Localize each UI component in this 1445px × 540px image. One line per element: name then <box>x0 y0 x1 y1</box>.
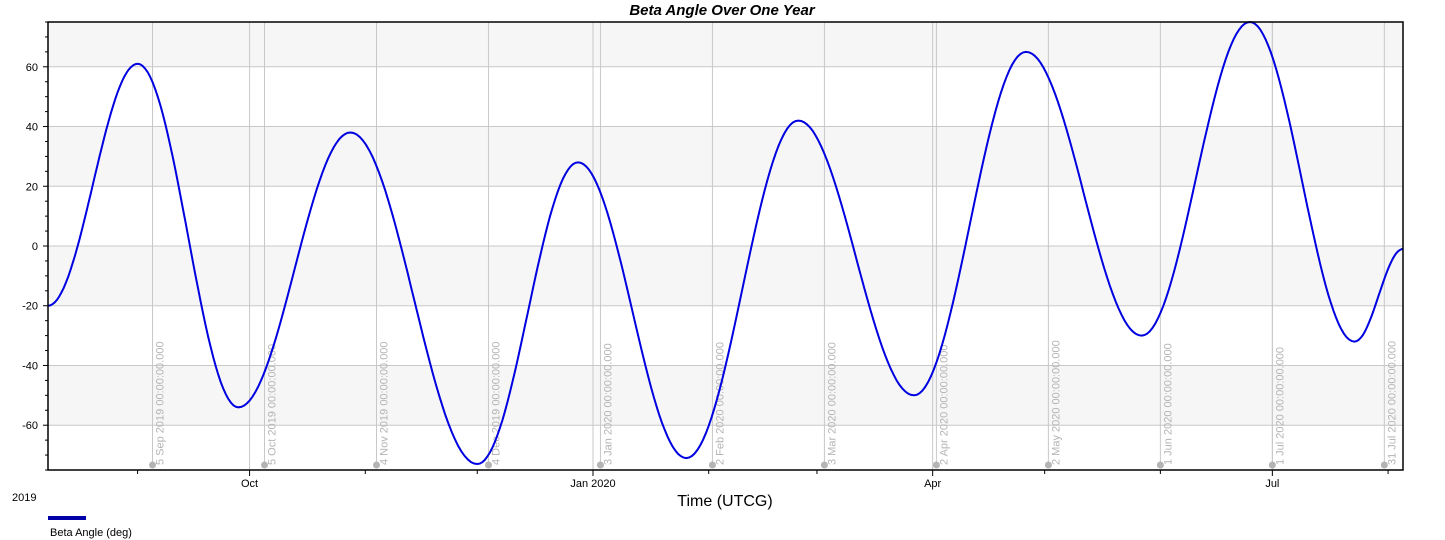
chart-title: Beta Angle Over One Year <box>629 2 816 19</box>
date-marker-dot <box>596 461 604 469</box>
shaded-band <box>48 246 1403 306</box>
date-marker: 31 Jul 2020 00:00:00.000 <box>1380 22 1398 469</box>
date-marker-label: 4 Nov 2019 00:00:00.000 <box>378 341 390 465</box>
shaded-band <box>48 22 1403 67</box>
date-marker: 1 Jun 2020 00:00:00.000 <box>1156 22 1174 469</box>
date-markers: 5 Sep 2019 00:00:00.000 5 Oct 2019 00:00:… <box>149 22 1398 469</box>
y-tick-label: -60 <box>22 420 38 432</box>
date-marker: 3 Mar 2020 00:00:00.000 <box>820 22 838 469</box>
date-marker-dot <box>820 461 828 469</box>
shaded-band <box>48 126 1403 187</box>
legend-swatch <box>48 516 86 520</box>
date-marker-label: 3 Mar 2020 00:00:00.000 <box>826 342 838 465</box>
date-marker-dot <box>484 461 492 469</box>
date-marker-label: 1 Jul 2020 00:00:00.000 <box>1274 347 1286 465</box>
x-tick-label: Jan 2020 <box>570 478 615 490</box>
date-marker-label: 3 Jan 2020 00:00:00.000 <box>602 343 614 465</box>
y-tick-label: -40 <box>22 360 38 372</box>
date-marker-label: 1 Jun 2020 00:00:00.000 <box>1162 343 1174 465</box>
shaded-band <box>48 365 1403 426</box>
date-marker-dot <box>1044 461 1052 469</box>
date-marker: 2 May 2020 00:00:00.000 <box>1044 22 1062 469</box>
date-marker: 2 Apr 2020 00:00:00.000 <box>932 22 950 469</box>
date-marker-label: 31 Jul 2020 00:00:00.000 <box>1386 341 1398 465</box>
series-layer <box>47 20 1404 466</box>
series-line <box>47 20 1404 466</box>
date-marker: 5 Oct 2019 00:00:00.000 <box>261 22 279 469</box>
date-marker-dot <box>1268 461 1276 469</box>
date-marker: 5 Sep 2019 00:00:00.000 <box>149 22 167 469</box>
grid <box>48 22 1403 470</box>
date-marker: 3 Jan 2020 00:00:00.000 <box>596 22 614 469</box>
y-tick-label: 40 <box>26 122 38 134</box>
legend: Beta Angle (deg) <box>48 516 132 539</box>
axes: 60 40 20 0 -20 -40 -60 Oct Jan 2020 Apr Jul <box>22 21 1404 490</box>
year-label: 2019 <box>12 492 36 504</box>
date-marker: 4 Nov 2019 00:00:00.000 <box>372 22 390 469</box>
y-tick-label: 20 <box>26 181 38 193</box>
date-marker-dot <box>261 461 269 469</box>
x-tick-label: Jul <box>1265 478 1279 490</box>
date-marker-label: 5 Oct 2019 00:00:00.000 <box>267 344 279 465</box>
y-tick-label: 0 <box>32 241 38 253</box>
y-tick-label: -20 <box>22 301 38 313</box>
date-marker-dot <box>708 461 716 469</box>
date-marker-dot <box>372 461 380 469</box>
date-marker-dot <box>1380 461 1388 469</box>
y-tick-label: 60 <box>26 62 38 74</box>
date-marker-dot <box>932 461 940 469</box>
legend-entry: Beta Angle (deg) <box>50 527 132 539</box>
date-marker-dot <box>149 461 157 469</box>
date-marker-dot <box>1156 461 1164 469</box>
x-tick-label: Oct <box>241 478 258 490</box>
date-marker-label: 2 Apr 2020 00:00:00.000 <box>938 345 950 466</box>
x-axis-label: Time (UTCG) <box>677 493 772 510</box>
date-marker: 1 Jul 2020 00:00:00.000 <box>1268 22 1286 469</box>
date-marker-label: 2 May 2020 00:00:00.000 <box>1050 340 1062 465</box>
date-marker-label: 4 Dec 2019 00:00:00.000 <box>490 341 502 465</box>
x-tick-label: Apr <box>924 478 941 490</box>
date-marker: 4 Dec 2019 00:00:00.000 <box>484 22 502 469</box>
date-marker-label: 5 Sep 2019 00:00:00.000 <box>155 341 167 465</box>
